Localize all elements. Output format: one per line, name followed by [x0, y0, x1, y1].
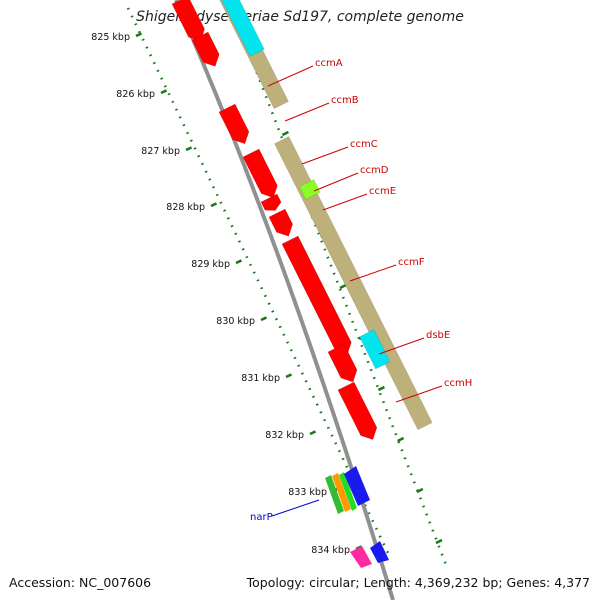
topology-text: Topology: circular; Length: 4,369,232 bp…: [246, 575, 590, 590]
kbp-tick-label: 825 kbp: [91, 32, 130, 43]
outer-tick: [377, 385, 385, 392]
cds-arrow: [191, 31, 220, 67]
kbp-tick-label: 829 kbp: [191, 259, 230, 270]
narP-feature-lime: [339, 472, 357, 511]
green-feature-ccmE: [299, 179, 321, 200]
narP-arrow-blue: [344, 466, 370, 506]
gene-label[interactable]: ccmH: [444, 378, 472, 389]
kbp-tick: [309, 430, 317, 436]
gene-labels: ccmA ccmB ccmC ccmD ccmE ccmF dsbE ccmH narP: [250, 58, 472, 523]
cyan-feature-top: [221, 0, 265, 57]
gene-leader-line: [313, 172, 359, 192]
kbp-tick: [235, 259, 243, 265]
gene-leader-line: [395, 385, 443, 403]
gene-label[interactable]: dsbE: [426, 330, 450, 341]
gene-label[interactable]: ccmF: [398, 257, 425, 268]
cds-arrow: [268, 208, 293, 237]
map-title: Shigella dysenteriae Sd197, complete gen…: [136, 9, 464, 25]
kbp-tick: [285, 373, 293, 379]
gene-blue-small: [370, 541, 389, 563]
kbp-tick-label: 828 kbp: [166, 202, 205, 213]
outer-tick: [339, 283, 347, 290]
kbp-tick: [260, 316, 268, 322]
gene-label[interactable]: ccmA: [315, 58, 343, 69]
cds-arrow: [327, 343, 358, 383]
gene-leader-line: [349, 264, 397, 282]
cds-arrow: [260, 193, 282, 211]
gene-label[interactable]: ccmB: [331, 95, 359, 106]
outer-tick: [281, 130, 289, 137]
scale-ring-inner: [126, 7, 390, 554]
kbp-tick: [135, 32, 143, 38]
kbp-tick-label: 826 kbp: [116, 89, 155, 100]
kbp-tick-label: 827 kbp: [141, 146, 180, 157]
gene-leader-line: [267, 65, 314, 87]
kbp-scale: 825 kbp 826 kbp 827 kbp 828 kbp 829 kbp 830 k…: [91, 7, 450, 571]
narP-feature-orange: [332, 473, 351, 512]
outer-tick: [416, 487, 424, 494]
cds-arrow: [218, 103, 250, 145]
gene-leader-line: [284, 102, 330, 122]
kbp-tick: [185, 146, 193, 152]
gene-leader-line: [322, 193, 368, 211]
kbp-tick-label: 833 kbp: [288, 487, 327, 498]
scale-ring-outer: [230, 7, 450, 571]
accession-text: Accession: NC_007606: [9, 575, 152, 590]
cyan-feature-dsbE: [359, 329, 391, 370]
cds-arrow: [337, 381, 378, 441]
kbp-tick: [210, 202, 218, 208]
outer-tick: [397, 436, 405, 443]
kbp-tick-label: 832 kbp: [265, 430, 304, 441]
kbp-tick: [160, 89, 168, 95]
kbp-tick-label: 834 kbp: [311, 545, 350, 556]
cds-arrow: [281, 235, 352, 355]
gene-label[interactable]: ccmD: [360, 165, 389, 176]
cds-arrow: [242, 148, 278, 199]
gene-leader-line: [271, 499, 320, 517]
gene-label[interactable]: narP: [250, 512, 273, 523]
kbp-tick-label: 831 kbp: [241, 373, 280, 384]
feature-tracks: [171, 0, 433, 600]
gene-leader-line: [378, 337, 425, 355]
cds-arrow: [171, 0, 205, 42]
gene-pink: [350, 546, 372, 568]
kbp-tick-label: 830 kbp: [216, 316, 255, 327]
outer-tick: [435, 538, 443, 545]
narP-feature-green: [325, 475, 344, 514]
gene-label[interactable]: ccmC: [350, 139, 378, 150]
gene-label[interactable]: ccmE: [369, 186, 396, 197]
gene-leader-line: [301, 146, 349, 165]
